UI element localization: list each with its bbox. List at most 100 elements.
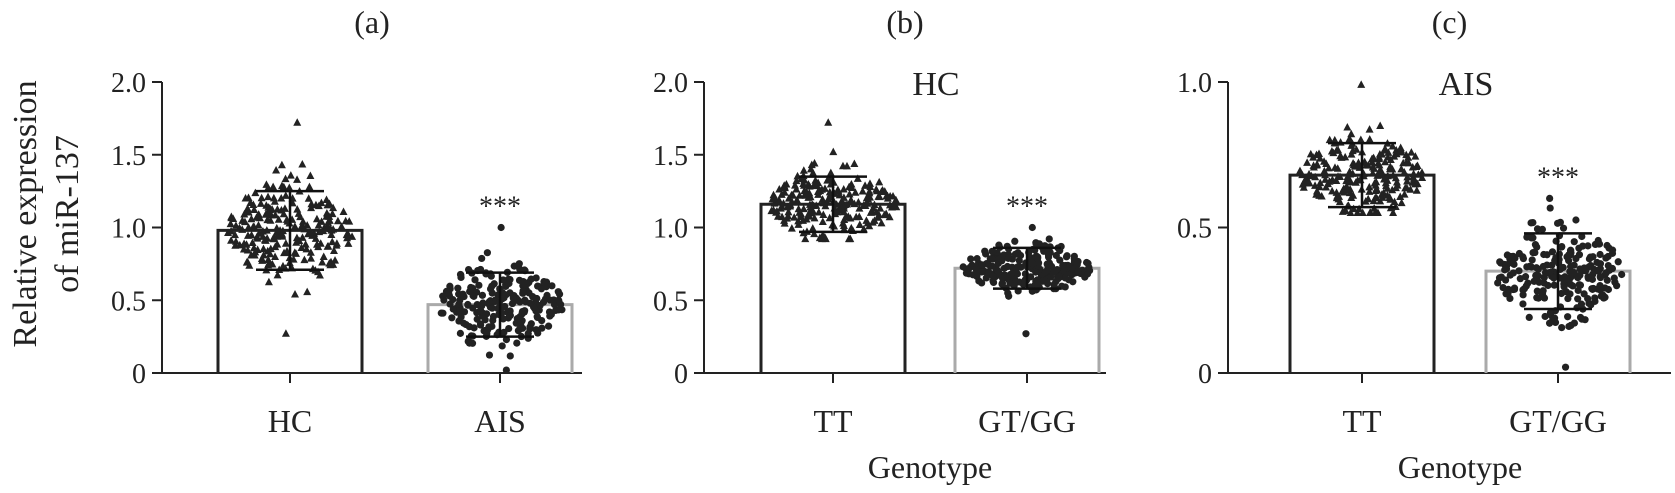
data-point	[1406, 185, 1415, 193]
data-point	[1502, 265, 1511, 273]
data-point	[842, 199, 851, 208]
chart-panel-1: 0 0.5 1.0 1.5 2.0 (a) HC AIS ***	[111, 4, 582, 439]
data-point	[1385, 164, 1394, 173]
data-point	[1567, 321, 1575, 329]
data-point	[329, 225, 338, 233]
data-point	[1322, 159, 1331, 168]
data-point	[478, 254, 486, 263]
data-point	[247, 250, 256, 259]
data-point	[460, 292, 468, 301]
data-point	[1389, 208, 1398, 216]
data-point	[820, 184, 829, 192]
data-point	[460, 319, 468, 327]
data-point	[803, 212, 812, 220]
data-point	[345, 217, 354, 225]
data-point	[1368, 168, 1377, 177]
data-point	[1528, 256, 1536, 264]
data-point	[780, 219, 789, 227]
data-point	[852, 212, 861, 221]
data-point	[1074, 267, 1082, 275]
data-point	[855, 204, 864, 212]
data-point	[240, 239, 249, 247]
data-point	[449, 305, 457, 313]
data-point	[464, 337, 472, 346]
data-point	[1408, 163, 1417, 171]
data-point	[306, 171, 315, 179]
data-point	[962, 265, 970, 273]
data-point	[478, 291, 487, 299]
data-point	[1312, 190, 1321, 198]
data-point	[279, 183, 288, 191]
data-point	[1525, 313, 1533, 322]
data-point	[513, 339, 521, 347]
data-point	[299, 217, 308, 225]
data-point	[291, 290, 300, 298]
data-point	[1533, 287, 1541, 295]
data-point	[842, 161, 851, 170]
data-point	[320, 223, 329, 232]
x-tick-label: GT/GG	[978, 403, 1076, 439]
data-point	[542, 280, 550, 288]
data-point	[1602, 269, 1610, 277]
data-point	[322, 195, 331, 203]
data-point	[1027, 254, 1035, 262]
data-point	[298, 160, 307, 168]
data-point	[1578, 232, 1586, 241]
data-point	[866, 208, 875, 216]
data-point	[1560, 283, 1568, 291]
data-point	[329, 246, 338, 255]
data-point	[809, 168, 818, 177]
data-point	[861, 181, 870, 189]
data-point	[1550, 274, 1558, 282]
data-point	[328, 237, 337, 246]
data-point	[1305, 169, 1314, 178]
data-point	[858, 187, 867, 195]
data-point	[1591, 297, 1599, 305]
data-point	[805, 200, 814, 208]
data-point	[327, 230, 336, 238]
data-point	[1328, 186, 1337, 195]
data-point	[1532, 264, 1541, 272]
data-point	[1354, 158, 1363, 166]
data-point	[880, 210, 889, 219]
data-point	[1572, 216, 1580, 224]
data-point	[227, 226, 236, 235]
data-point	[978, 261, 986, 269]
data-point	[505, 324, 513, 333]
data-point	[515, 260, 523, 268]
data-point	[1321, 170, 1330, 179]
y-tick-label: 1.0	[1177, 68, 1212, 99]
y-tick-label: 1.0	[111, 214, 146, 245]
data-point	[1519, 253, 1527, 261]
data-point	[439, 292, 447, 300]
data-point	[332, 239, 341, 247]
data-point	[1045, 235, 1053, 243]
data-point	[1044, 248, 1052, 256]
data-point	[1581, 266, 1590, 274]
data-point	[1584, 294, 1592, 303]
data-point	[519, 324, 527, 332]
x-tick-label: HC	[268, 403, 312, 439]
data-point	[439, 309, 447, 317]
data-point	[1044, 280, 1052, 288]
data-point	[257, 193, 266, 202]
data-point	[872, 185, 881, 193]
data-point	[787, 224, 796, 232]
data-point	[527, 320, 535, 328]
data-point	[1503, 251, 1511, 259]
data-point	[277, 160, 286, 169]
data-point	[1403, 177, 1412, 185]
data-point	[784, 207, 793, 216]
data-point	[1390, 197, 1399, 206]
data-point	[1012, 268, 1021, 277]
data-point	[281, 329, 290, 337]
data-point	[1011, 250, 1020, 258]
data-point	[314, 201, 323, 210]
data-point	[1576, 281, 1585, 289]
data-point	[1353, 208, 1362, 216]
y-tick-label: 0	[1198, 359, 1212, 390]
data-point	[1311, 181, 1320, 189]
data-point	[448, 314, 456, 322]
data-point	[861, 201, 870, 209]
